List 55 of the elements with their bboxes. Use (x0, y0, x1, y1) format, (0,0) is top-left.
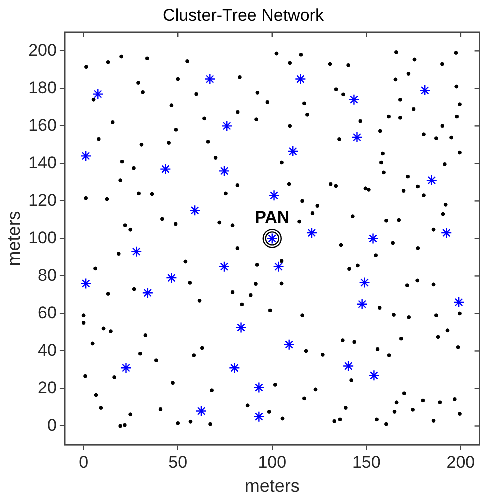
point (80, 278, 92, 290)
point (120, 362, 132, 374)
point (441, 227, 452, 239)
y-axis-title: meters (4, 211, 24, 266)
x-tick-label: 0 (79, 452, 89, 472)
point (131, 246, 142, 258)
point (352, 132, 363, 144)
point (306, 227, 318, 239)
point (236, 322, 247, 334)
point (295, 74, 306, 85)
point (142, 287, 154, 299)
point (288, 146, 299, 158)
y-tick-label: 40 (38, 340, 57, 360)
point (204, 74, 216, 85)
chart-title: Cluster-Tree Network (163, 6, 324, 25)
point (254, 382, 265, 394)
y-tick-label: 60 (38, 303, 57, 322)
point (218, 261, 230, 272)
y-tick-label: 140 (28, 153, 57, 172)
x-tick-label: 100 (258, 452, 287, 472)
point (453, 296, 465, 308)
point (80, 150, 92, 162)
point (342, 360, 354, 372)
x-axis-title: meters (244, 476, 300, 496)
x-tick-label: 150 (352, 452, 381, 472)
point (368, 370, 380, 382)
y-tick-label: 180 (28, 78, 57, 98)
y-tick-label: 200 (28, 40, 57, 60)
y-tick-label: 20 (38, 378, 57, 398)
point (189, 204, 201, 216)
y-tick-label: 160 (28, 116, 57, 135)
point (348, 94, 360, 106)
point (166, 272, 178, 284)
point (92, 88, 104, 100)
annotation: PAN (255, 208, 290, 227)
point (268, 190, 280, 202)
point (254, 411, 265, 422)
point (368, 233, 379, 244)
point (356, 298, 368, 310)
point (273, 261, 284, 272)
y-tick-label: 120 (28, 190, 57, 210)
point (420, 84, 431, 96)
y-tick-label: 80 (38, 266, 57, 285)
point (218, 166, 230, 177)
point (359, 277, 370, 288)
y-tick-label: 0 (47, 416, 57, 435)
point (160, 164, 172, 175)
point (426, 174, 438, 186)
point (284, 339, 295, 350)
point (196, 406, 208, 417)
y-tick-label: 100 (28, 228, 57, 248)
x-tick-label: 200 (446, 452, 476, 472)
x-tick-label: 50 (168, 452, 188, 472)
point (222, 120, 233, 132)
point (229, 362, 240, 374)
